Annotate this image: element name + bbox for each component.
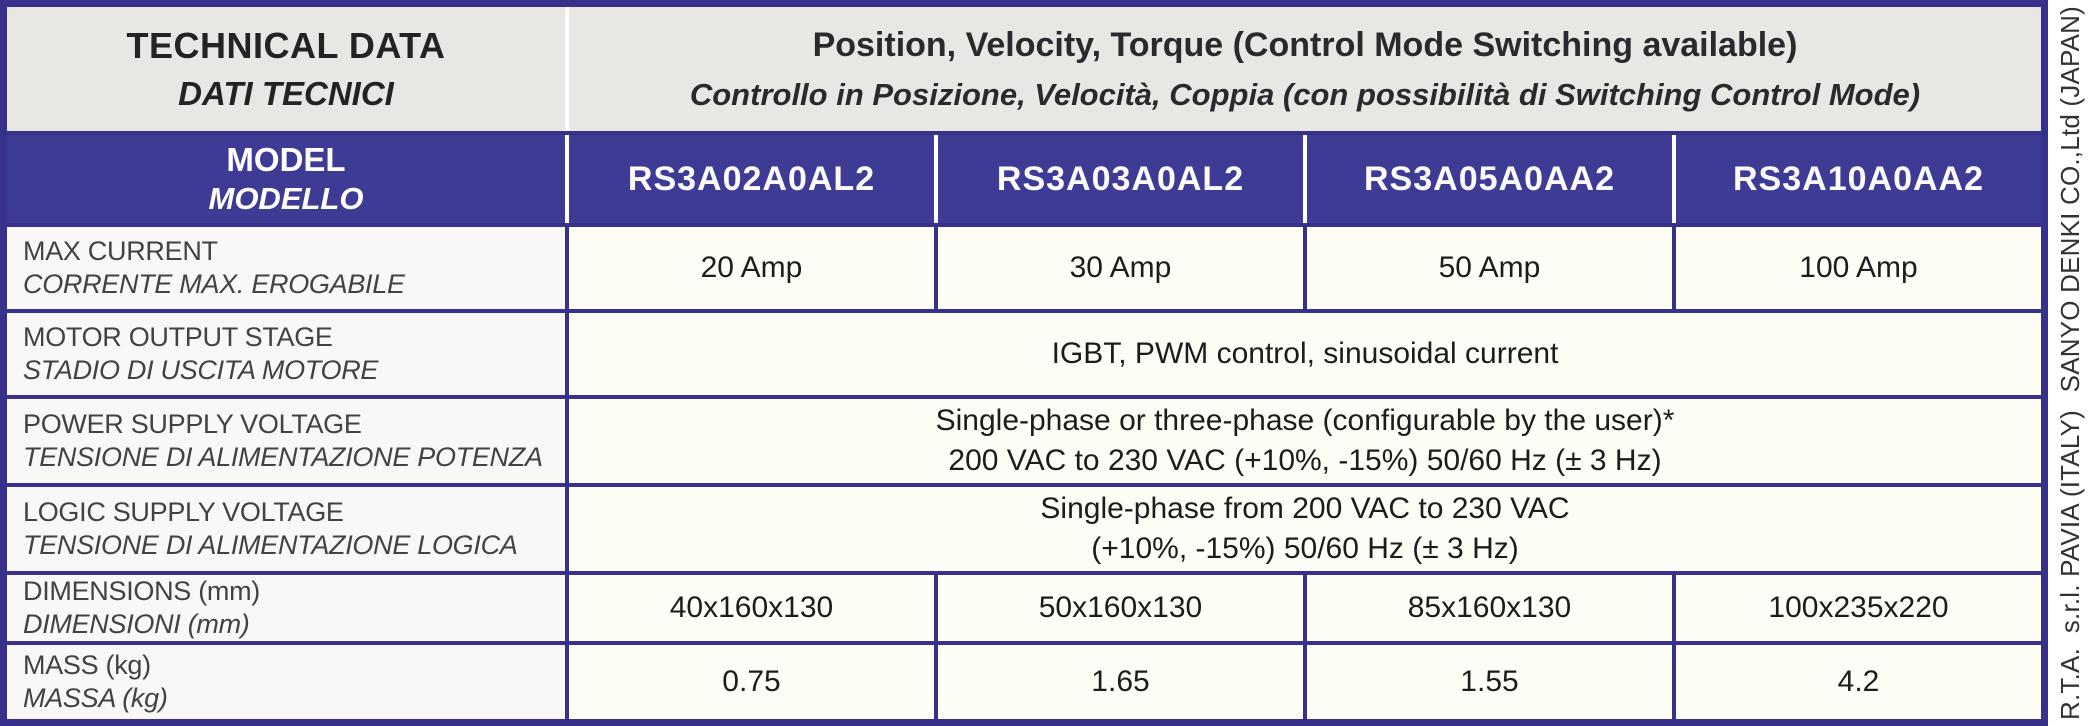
table-title-en: TECHNICAL DATA — [126, 25, 446, 66]
value-cell-span: Single-phase or three-phase (configurabl… — [569, 399, 2041, 483]
value-cell-span: IGBT, PWM control, sinusoidal current — [569, 313, 2041, 395]
value-cell: 0.75 — [569, 645, 934, 719]
technical-data-table: TECHNICAL DATA DATI TECNICI Position, Ve… — [0, 0, 2048, 726]
table-row-mass: MASS (kg) MASSA (kg) 0.75 1.65 1.55 4.2 — [7, 645, 2041, 719]
value-cell: 85x160x130 — [1307, 575, 1672, 641]
model-name-cell: RS3A10A0AA2 — [1676, 135, 2041, 223]
table-header-row: TECHNICAL DATA DATI TECNICI Position, Ve… — [7, 7, 2041, 131]
value-cell: 50 Amp — [1307, 227, 1672, 309]
value-cell: 1.55 — [1307, 645, 1672, 719]
table-row-motor-output: MOTOR OUTPUT STAGE STADIO DI USCITA MOTO… — [7, 313, 2041, 395]
model-name-cell: RS3A02A0AL2 — [569, 135, 934, 223]
model-label-it: MODELLO — [208, 181, 364, 216]
value-cell: 30 Amp — [938, 227, 1303, 309]
row-label: DIMENSIONS (mm) DIMENSIONI (mm) — [7, 575, 565, 641]
row-label: LOGIC SUPPLY VOLTAGE TENSIONE DI ALIMENT… — [7, 487, 565, 571]
table-title-it: DATI TECNICI — [178, 75, 394, 112]
table-row-dimensions: DIMENSIONS (mm) DIMENSIONI (mm) 40x160x1… — [7, 575, 2041, 641]
vertical-credits: R.T.A. s.r.l. PAVIA (ITALY) SANYO DENKI … — [2048, 0, 2092, 726]
value-cell: 20 Amp — [569, 227, 934, 309]
row-label: MAX CURRENT CORRENTE MAX. EROGABILE — [7, 227, 565, 309]
table-row-max-current: MAX CURRENT CORRENTE MAX. EROGABILE 20 A… — [7, 227, 2041, 309]
table-row-power-supply: POWER SUPPLY VOLTAGE TENSIONE DI ALIMENT… — [7, 399, 2041, 483]
sanyo-denki-credit: SANYO DENKI CO.,Ltd (JAPAN) — [2054, 6, 2085, 393]
rta-credit: R.T.A. s.r.l. PAVIA (ITALY) — [2054, 410, 2085, 720]
model-row: MODEL MODELLO RS3A02A0AL2 RS3A03A0AL2 RS… — [7, 135, 2041, 223]
control-modes-it: Controllo in Posizione, Velocità, Coppia… — [689, 76, 1921, 112]
value-cell-span: Single-phase from 200 VAC to 230 VAC (+1… — [569, 487, 2041, 571]
value-cell: 100x235x220 — [1676, 575, 2041, 641]
row-label: POWER SUPPLY VOLTAGE TENSIONE DI ALIMENT… — [7, 399, 565, 483]
technical-data-header-cell: TECHNICAL DATA DATI TECNICI — [7, 7, 565, 131]
control-modes-header-cell: Position, Velocity, Torque (Control Mode… — [569, 7, 2041, 131]
value-cell: 1.65 — [938, 645, 1303, 719]
value-cell: 50x160x130 — [938, 575, 1303, 641]
value-cell: 100 Amp — [1676, 227, 2041, 309]
model-label-en: MODEL — [226, 141, 346, 178]
model-label-cell: MODEL MODELLO — [7, 135, 565, 223]
value-cell: 4.2 — [1676, 645, 2041, 719]
table-row-logic-supply: LOGIC SUPPLY VOLTAGE TENSIONE DI ALIMENT… — [7, 487, 2041, 571]
value-cell: 40x160x130 — [569, 575, 934, 641]
model-name-cell: RS3A05A0AA2 — [1307, 135, 1672, 223]
control-modes-en: Position, Velocity, Torque (Control Mode… — [812, 25, 1798, 64]
row-label: MOTOR OUTPUT STAGE STADIO DI USCITA MOTO… — [7, 313, 565, 395]
row-label: MASS (kg) MASSA (kg) — [7, 645, 565, 719]
model-name-cell: RS3A03A0AL2 — [938, 135, 1303, 223]
